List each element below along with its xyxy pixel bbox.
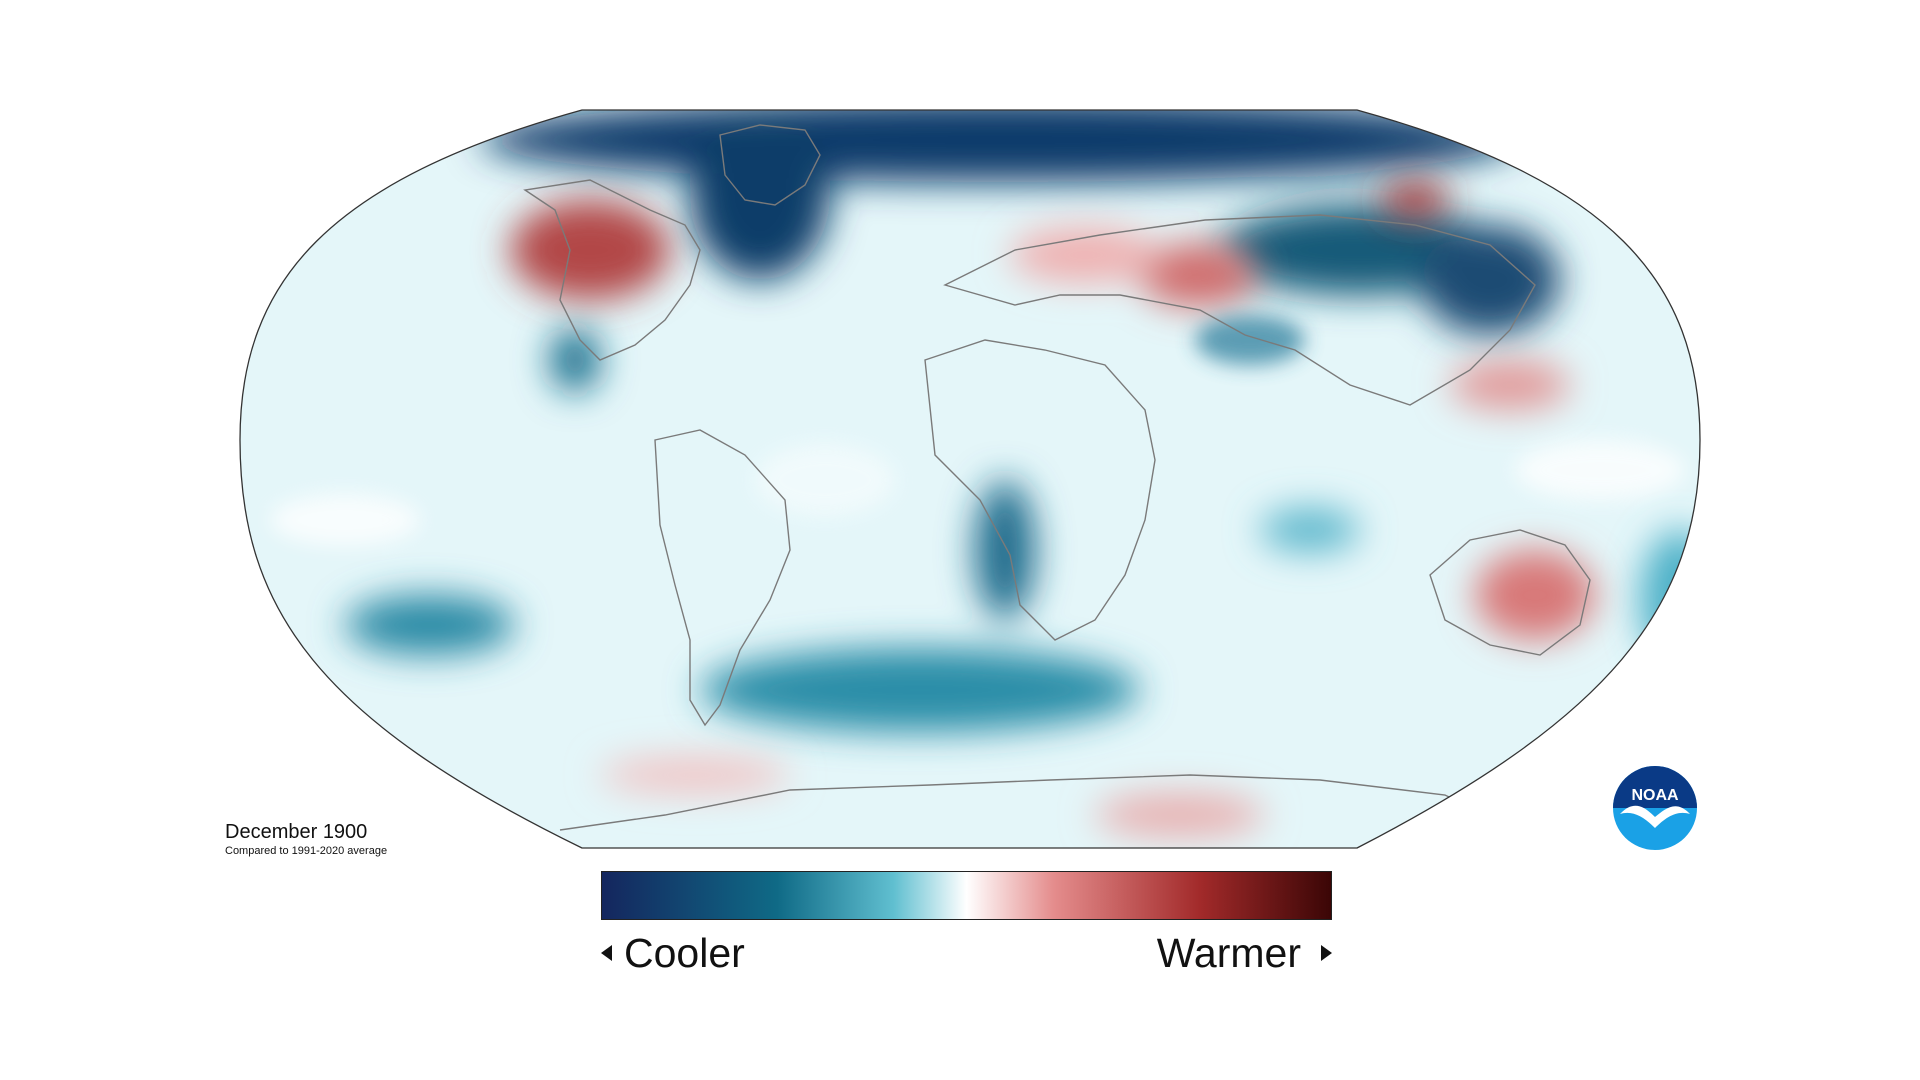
legend-cooler-label: Cooler — [624, 930, 745, 976]
legend-gradient — [602, 872, 1331, 919]
warm-anomalies — [510, 182, 1595, 837]
east-edge-cool-spot — [1640, 530, 1700, 670]
legend-cooler-label-group: Cooler — [601, 927, 745, 979]
south-asia-cool-spot — [1195, 315, 1305, 365]
map-outline — [239, 109, 1701, 849]
noaa-logo-text: NOAA — [1631, 787, 1679, 804]
legend-color-bar — [601, 871, 1332, 920]
left-triangle-icon — [601, 945, 612, 961]
south-america-coastline — [654, 429, 791, 727]
antarctica-coastline — [559, 774, 1481, 831]
south-pacific-cool-anomaly — [345, 595, 515, 655]
indian-ocean-cool-spot — [1260, 508, 1360, 552]
north-america-cool-spot — [550, 328, 600, 392]
noaa-logo-icon: NOAA — [1613, 766, 1697, 850]
atlantic-neutral-patch — [755, 444, 895, 516]
cool-anomalies — [345, 110, 1700, 732]
greenland-cool-anomaly — [690, 110, 830, 280]
europe-warm-anomaly — [1010, 227, 1160, 283]
greenland-coastline — [719, 124, 821, 206]
noaa-logo-bird — [1620, 805, 1690, 828]
caption-title: December 1900 — [225, 821, 368, 843]
north-pacific-warm-anomaly — [1450, 360, 1570, 410]
west-pacific-neutral-patch — [1515, 440, 1685, 500]
legend-warmer-label-group: Warmer — [1157, 927, 1332, 979]
antarctica-warm-anomaly — [1095, 793, 1265, 837]
australia-coastline — [1429, 529, 1591, 656]
south-atlantic-cool-band — [700, 648, 1140, 732]
north-america-coastline — [523, 179, 701, 361]
north-america-warm-anomaly — [510, 200, 670, 300]
australia-warm-anomaly — [1475, 550, 1595, 640]
right-triangle-icon — [1321, 945, 1332, 961]
subtle-variations — [270, 315, 1685, 546]
legend-warmer-label: Warmer — [1156, 930, 1301, 976]
pacific-neutral-patch — [270, 494, 420, 546]
caption-subtitle: Compared to 1991-2020 average — [225, 845, 388, 857]
map-caption: December 1900 Compared to 1991-2020 aver… — [225, 820, 387, 858]
southern-ocean-warm-anomaly — [600, 757, 790, 793]
anomaly-field — [240, 110, 1700, 848]
europe-asia-coastline — [943, 214, 1536, 406]
northeast-asia-warm-spot — [1380, 182, 1450, 218]
africa-coastline — [924, 339, 1156, 641]
legend-gradient-rect — [602, 872, 1331, 919]
central-africa-cool-anomaly — [975, 480, 1035, 620]
noaa-logo-top — [1613, 766, 1697, 808]
background-anomaly — [240, 110, 1700, 848]
east-asia-cool-anomaly — [1420, 225, 1560, 335]
central-asia-warm-anomaly — [1138, 243, 1258, 307]
